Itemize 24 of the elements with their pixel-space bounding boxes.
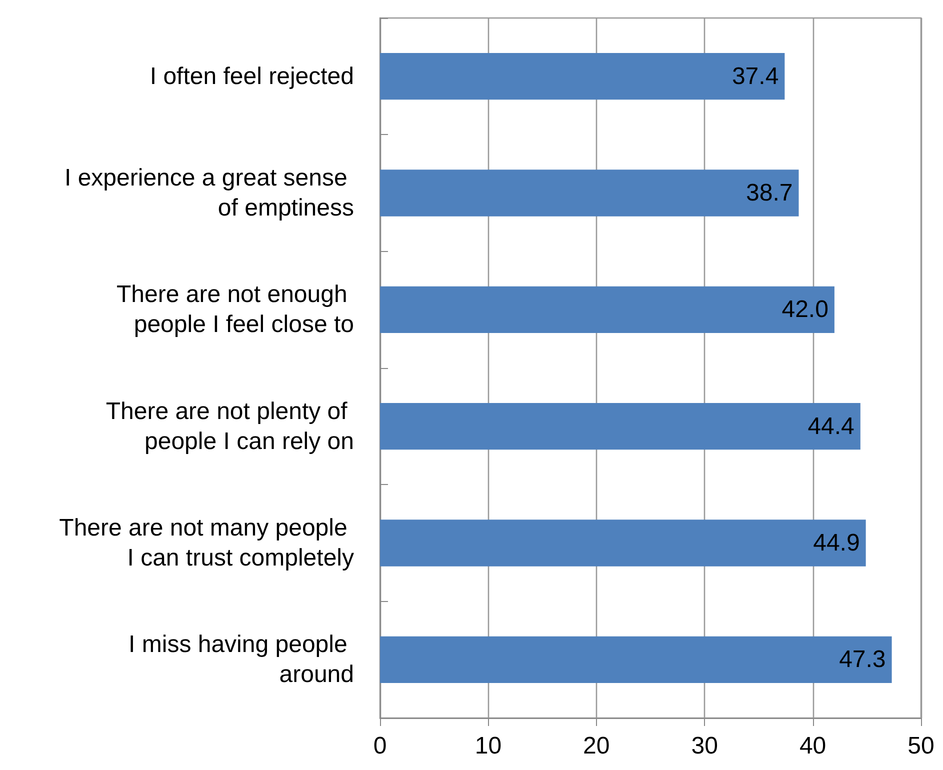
x-tick-label: 40 (799, 732, 826, 760)
x-tick-label: 20 (583, 732, 610, 760)
data-label: 47.3 (839, 646, 886, 674)
x-tick-label: 50 (908, 732, 934, 760)
x-tick-label: 30 (691, 732, 718, 760)
bar (380, 636, 892, 683)
bar (380, 403, 860, 450)
data-label: 37.4 (732, 62, 779, 90)
y-tick-label: There are not many people I can trust completely (59, 514, 354, 572)
data-label: 38.7 (746, 180, 793, 206)
y-tick-label: I miss having people around (128, 631, 354, 688)
y-tick-label: I often feel rejected (150, 62, 354, 90)
data-label: 42.0 (782, 296, 828, 324)
bar (380, 170, 799, 216)
x-tick-label: 0 (373, 732, 387, 760)
y-tick-label: There are not enough people I feel close to (116, 281, 354, 338)
y-tick-label: I experience a great sense of emptiness (64, 164, 354, 222)
bar (380, 520, 866, 566)
data-label: 44.4 (808, 412, 854, 440)
y-tick-label: There are not plenty of people I can rely on (106, 398, 354, 455)
bar (380, 53, 785, 100)
bar (380, 286, 834, 333)
data-label: 44.9 (813, 530, 860, 556)
x-tick-label: 10 (474, 732, 502, 760)
